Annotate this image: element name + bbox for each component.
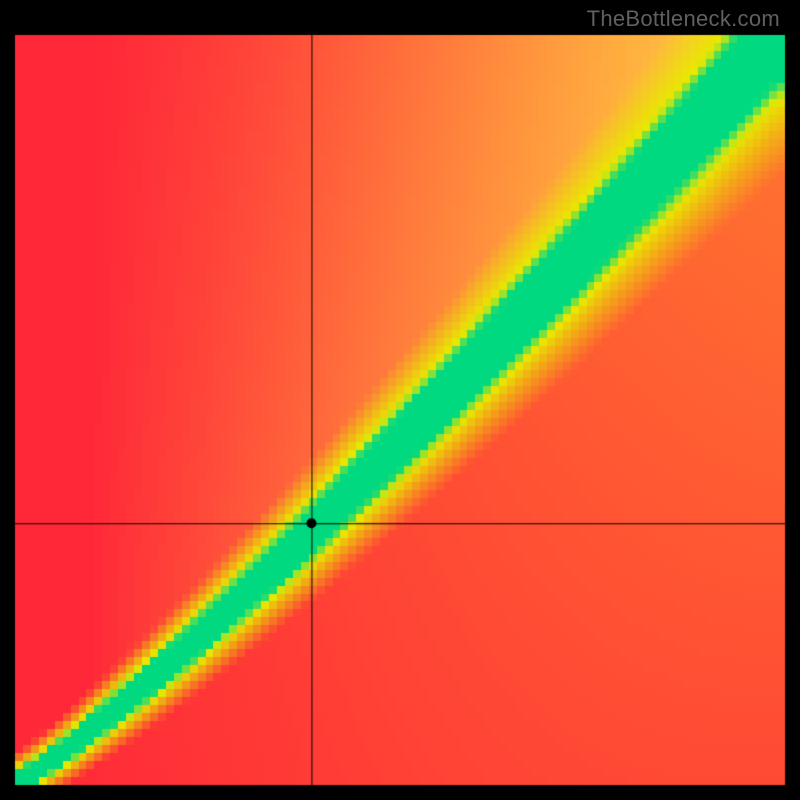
heatmap-canvas [0, 0, 800, 800]
chart-container: TheBottleneck.com [0, 0, 800, 800]
watermark: TheBottleneck.com [587, 6, 780, 32]
